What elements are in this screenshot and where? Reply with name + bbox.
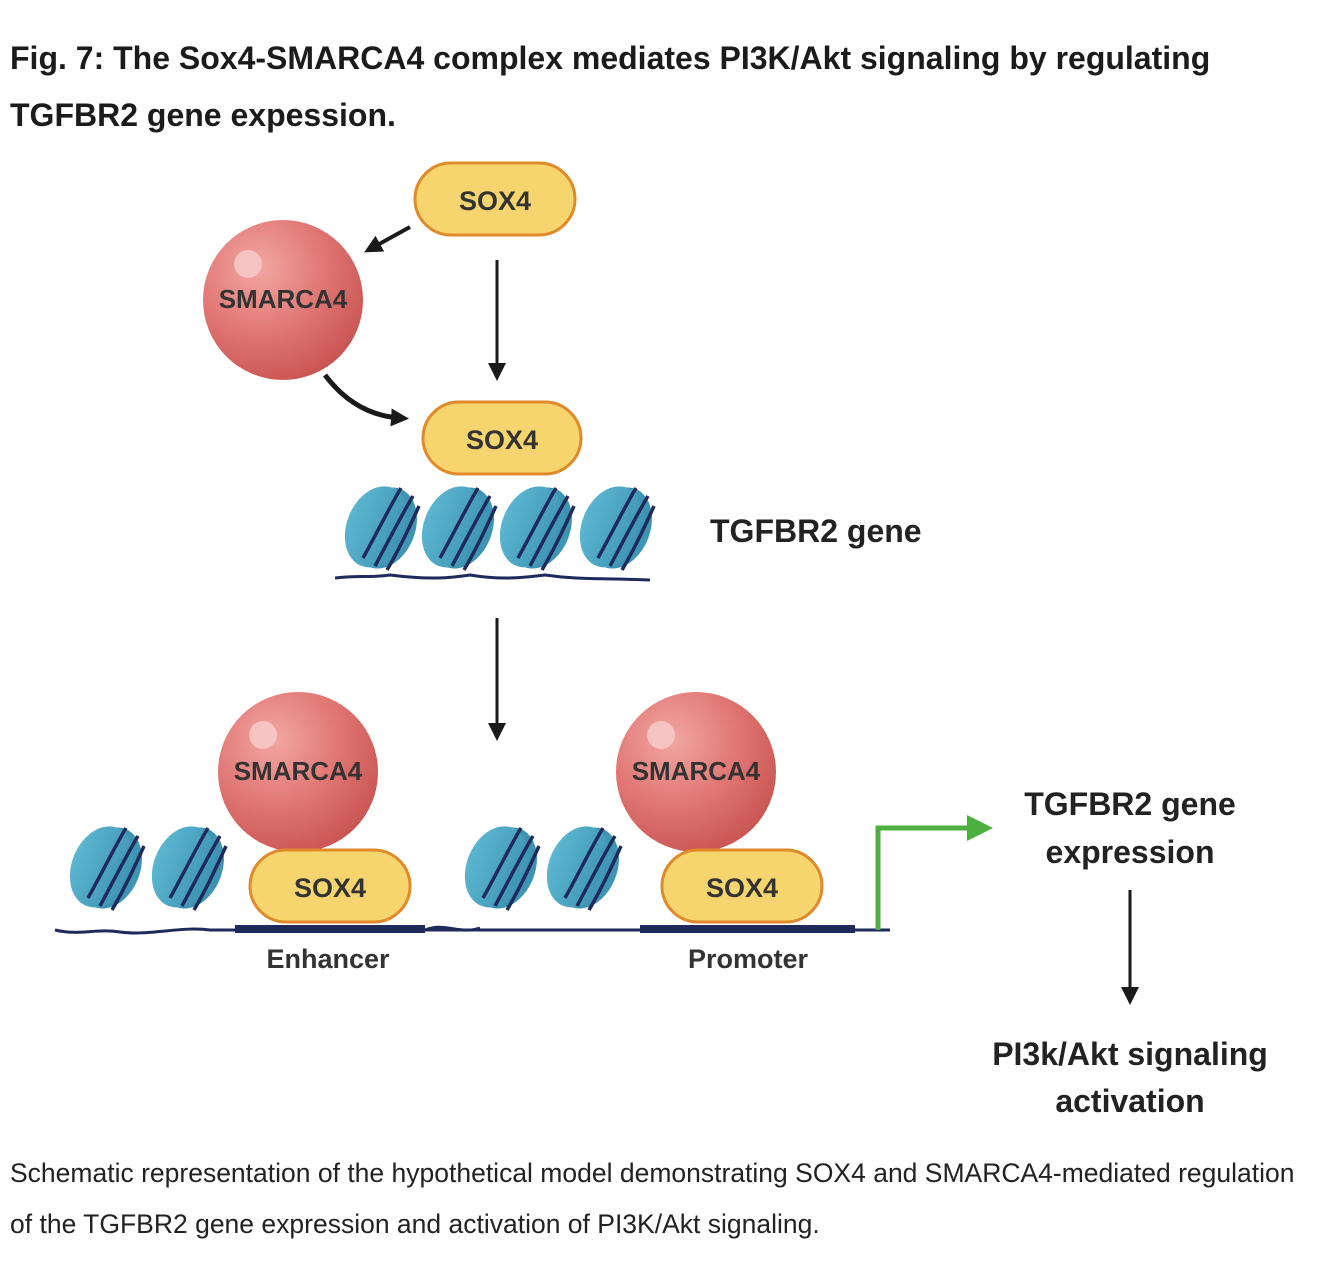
signaling-label-line2: activation	[1055, 1083, 1204, 1119]
smarca4-promoter-label: SMARCA4	[632, 756, 761, 786]
dna-strand	[54, 927, 890, 935]
smarca4-promoter: SMARCA4	[616, 692, 776, 852]
sox4-promoter-label: SOX4	[706, 873, 778, 903]
sox4-top: SOX4	[413, 161, 577, 237]
tgfbr2-chromatin	[331, 474, 666, 582]
signaling-label-line1: PI3k/Akt signaling	[992, 1036, 1268, 1072]
arrow-smarca4-to-sox4	[323, 373, 409, 427]
smarca4-enhancer: SMARCA4	[218, 692, 378, 852]
smarca4-top-label: SMARCA4	[219, 284, 348, 314]
pathway-diagram: SOX4 SMARCA4 SOX4 TGFBR2 gene	[54, 161, 1268, 1119]
transcription-start-arrow	[875, 815, 993, 930]
smarca4-enhancer-label: SMARCA4	[234, 756, 363, 786]
gene-label: TGFBR2 gene	[710, 513, 922, 549]
enhancer-nucleosomes	[56, 814, 238, 920]
figure-title: Fig. 7: The Sox4-SMARCA4 complex mediate…	[10, 40, 1211, 133]
sox4-top-label: SOX4	[459, 186, 531, 216]
figure-caption: Schematic representation of the hypothet…	[10, 1158, 1295, 1239]
sox4-enhancer-label: SOX4	[294, 873, 366, 903]
promoter-region	[640, 925, 855, 933]
sox4-promoter: SOX4	[660, 848, 824, 924]
enhancer-label: Enhancer	[266, 944, 390, 974]
arrow-sox4-to-smarca4	[364, 225, 411, 253]
enhancer-region	[235, 925, 425, 933]
expression-label-line2: expression	[1046, 834, 1215, 870]
sox4-bound-gene: SOX4	[421, 400, 583, 476]
expression-label-line1: TGFBR2 gene	[1024, 786, 1236, 822]
smarca4-top: SMARCA4	[203, 220, 363, 380]
promoter-nucleosomes	[424, 814, 633, 932]
sox4-bound-label: SOX4	[466, 425, 538, 455]
promoter-label: Promoter	[688, 944, 809, 974]
sox4-enhancer: SOX4	[248, 848, 412, 924]
